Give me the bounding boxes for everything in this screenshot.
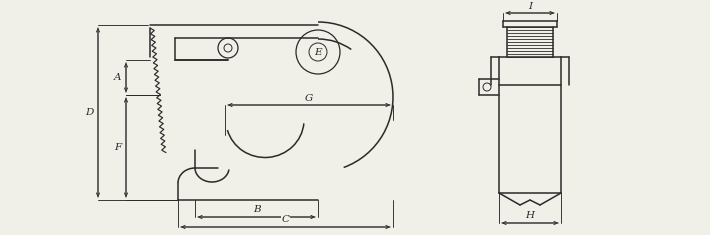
Text: D: D bbox=[84, 108, 93, 117]
Text: A: A bbox=[114, 73, 121, 82]
Text: B: B bbox=[253, 205, 261, 215]
Text: E: E bbox=[315, 47, 322, 56]
Text: H: H bbox=[525, 212, 535, 220]
Text: G: G bbox=[305, 94, 313, 102]
Text: F: F bbox=[114, 143, 121, 152]
Text: I: I bbox=[528, 1, 532, 11]
Text: C: C bbox=[281, 215, 290, 224]
